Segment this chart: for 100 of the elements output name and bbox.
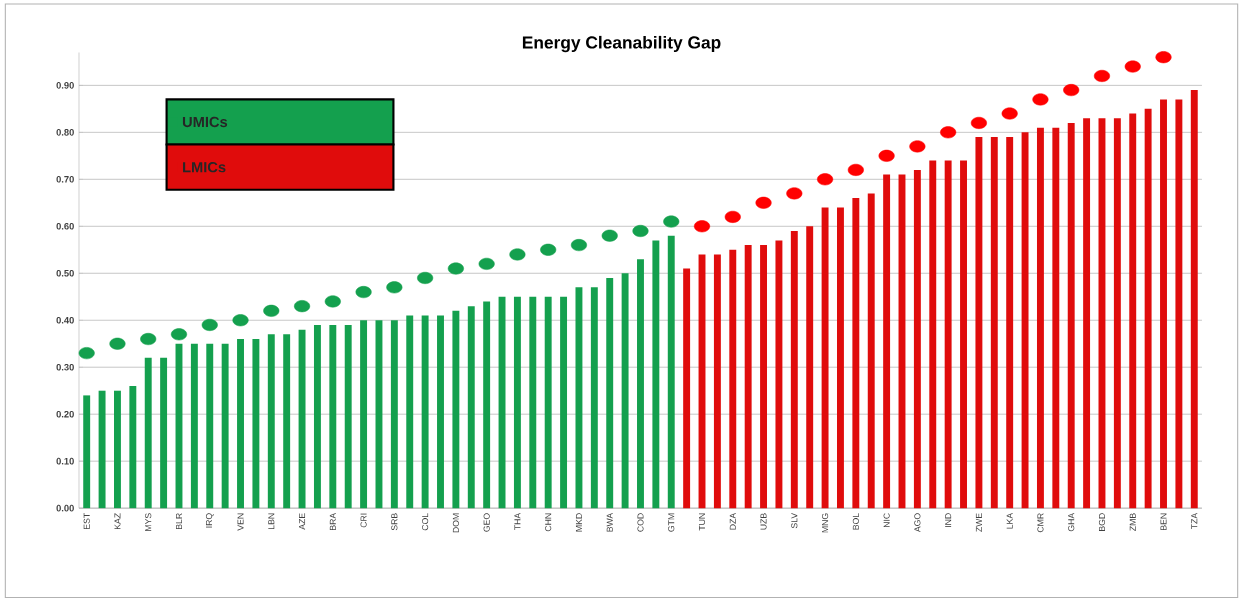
y-tick-label: 0.80 bbox=[56, 128, 74, 136]
x-tick-label: IND bbox=[945, 513, 952, 527]
bar bbox=[313, 324, 321, 508]
x-tick-label: MKD bbox=[575, 513, 582, 532]
x-tick-label: COL bbox=[422, 512, 429, 530]
bar bbox=[1144, 108, 1152, 508]
x-tick-label: BRA bbox=[329, 512, 336, 530]
text: UMICs bbox=[182, 116, 228, 127]
x-tick-label: DOM bbox=[452, 513, 459, 533]
bar bbox=[1129, 113, 1137, 508]
bar bbox=[744, 244, 752, 508]
x-tick-label: TUN bbox=[698, 513, 706, 531]
bar bbox=[467, 305, 475, 508]
y-tick-label: 0.90 bbox=[56, 81, 74, 89]
bar bbox=[560, 296, 568, 508]
x-tick-label: LBN bbox=[268, 513, 275, 529]
bar bbox=[1083, 117, 1091, 508]
x-tick-label: GHA bbox=[1068, 512, 1075, 531]
x-tick-label: NIC bbox=[883, 512, 890, 527]
text: LMICs bbox=[183, 161, 226, 173]
bar bbox=[1113, 117, 1121, 508]
x-tick-label: AGO bbox=[914, 513, 921, 532]
bar bbox=[513, 296, 521, 508]
bar bbox=[329, 324, 337, 508]
bar bbox=[529, 296, 537, 508]
y-tick-label: 0.40 bbox=[56, 316, 74, 324]
x-tick-label: BOL bbox=[852, 512, 859, 530]
bar bbox=[1036, 127, 1044, 508]
x-tick-label: BLR bbox=[176, 513, 182, 529]
bar bbox=[975, 136, 983, 508]
bar bbox=[790, 230, 798, 508]
bar bbox=[883, 174, 891, 508]
bar bbox=[1021, 132, 1029, 508]
x-tick-label: AZE bbox=[299, 512, 306, 530]
bar bbox=[806, 226, 814, 508]
bar bbox=[821, 207, 829, 508]
bar bbox=[98, 390, 106, 508]
bar bbox=[483, 301, 491, 508]
bar bbox=[544, 296, 552, 508]
x-tick-label: IRQ bbox=[205, 513, 214, 528]
bar bbox=[237, 338, 244, 508]
bar bbox=[129, 385, 137, 508]
bar bbox=[913, 169, 921, 508]
bar bbox=[1190, 89, 1198, 508]
x-tick-label: SRB bbox=[391, 513, 398, 531]
x-tick-label: BEN bbox=[1160, 513, 1167, 530]
bar bbox=[852, 197, 860, 508]
bar bbox=[252, 338, 260, 508]
bar bbox=[283, 334, 291, 508]
bar bbox=[360, 319, 368, 508]
bar bbox=[206, 343, 214, 508]
bar bbox=[867, 193, 875, 508]
bar bbox=[190, 343, 198, 508]
y-tick-label: 0.10 bbox=[56, 457, 74, 465]
bar bbox=[452, 310, 460, 508]
bar bbox=[344, 324, 352, 508]
x-tick-label: LKA bbox=[1006, 512, 1013, 529]
bar bbox=[637, 258, 644, 508]
bar bbox=[960, 160, 967, 508]
bar bbox=[421, 315, 429, 508]
x-tick-label: KAZ bbox=[114, 512, 121, 529]
y-tick-label: 0.70 bbox=[56, 175, 74, 183]
bar bbox=[606, 277, 614, 508]
bar bbox=[221, 343, 229, 508]
x-tick-label: CMR bbox=[1037, 513, 1044, 532]
x-tick-label: ZWE bbox=[975, 512, 982, 532]
bar bbox=[621, 273, 629, 508]
bar bbox=[590, 287, 598, 508]
bar bbox=[160, 357, 168, 508]
x-tick-label: GEO bbox=[483, 513, 490, 532]
bar bbox=[406, 315, 414, 508]
bar bbox=[83, 395, 91, 508]
bar bbox=[837, 207, 844, 508]
bar bbox=[929, 160, 937, 508]
bar bbox=[652, 240, 660, 508]
x-tick-label: DZA bbox=[729, 512, 736, 530]
bar bbox=[575, 287, 583, 508]
bar bbox=[713, 254, 721, 508]
bar bbox=[1052, 127, 1060, 508]
x-tick-label: MNG bbox=[822, 513, 829, 533]
y-tick-label: 0.00 bbox=[56, 504, 74, 512]
bar bbox=[775, 240, 783, 508]
x-tick-label: CRI bbox=[360, 513, 367, 528]
x-tick-label: THA bbox=[514, 512, 521, 530]
y-tick-label: 0.20 bbox=[56, 410, 74, 418]
bar bbox=[114, 390, 121, 508]
x-tick-label: COD bbox=[637, 513, 644, 532]
x-tick-label: MYS bbox=[145, 513, 152, 531]
bar bbox=[267, 334, 275, 508]
x-tick-label: BGD bbox=[1098, 513, 1106, 531]
x-tick-label: BWA bbox=[606, 512, 613, 532]
bar bbox=[144, 357, 152, 508]
x-tick-label: SLV bbox=[791, 512, 798, 528]
y-tick-label: 0.60 bbox=[56, 222, 74, 230]
x-tick-label: UZB bbox=[760, 513, 767, 530]
bar bbox=[683, 268, 691, 508]
bar bbox=[1006, 136, 1014, 508]
bar bbox=[760, 244, 768, 508]
bar bbox=[990, 136, 998, 508]
y-tick-label: 0.30 bbox=[56, 363, 74, 371]
